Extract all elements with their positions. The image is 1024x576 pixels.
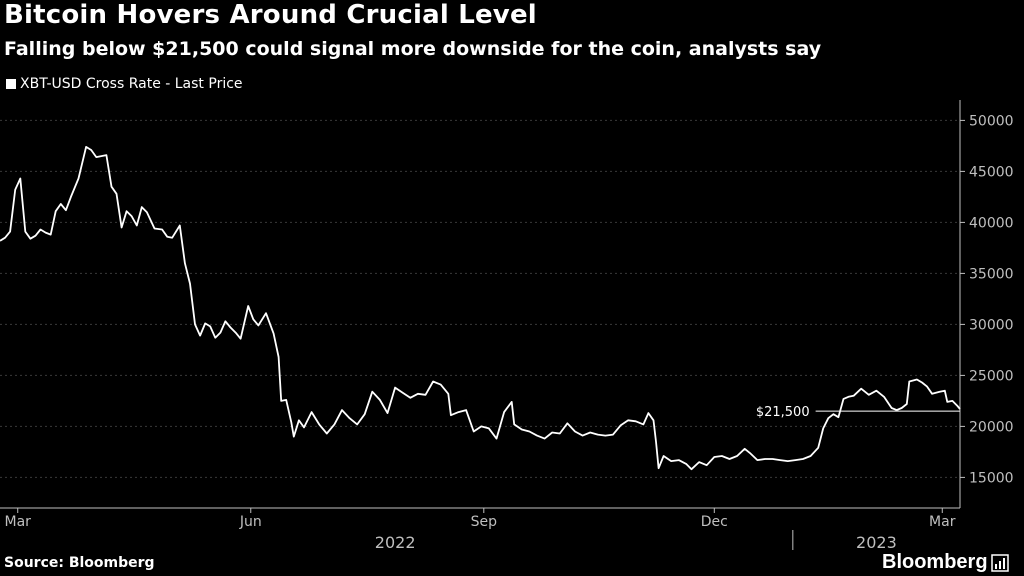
- y-tick-label: 15000: [969, 470, 1014, 486]
- bloomberg-logo: Bloomberg: [882, 551, 1009, 574]
- legend-swatch: [6, 79, 16, 89]
- chart-title: Bitcoin Hovers Around Crucial Level: [4, 0, 537, 30]
- source-note: Source: Bloomberg: [4, 555, 155, 571]
- y-tick-label: 50000: [969, 113, 1014, 129]
- price-series-line: [0, 145, 961, 471]
- x-tick-label: Mar: [5, 514, 32, 530]
- legend-label: XBT-USD Cross Rate - Last Price: [20, 76, 243, 92]
- x-tick-label: Mar: [929, 514, 956, 530]
- x-tick-label: Sep: [471, 514, 498, 530]
- year-label: 2023: [856, 533, 897, 552]
- legend: XBT-USD Cross Rate - Last Price: [6, 76, 243, 92]
- reference-line-label: $21,500: [756, 405, 810, 420]
- y-tick-label: 35000: [969, 266, 1014, 282]
- y-tick-label: 40000: [969, 215, 1014, 231]
- brand-name: Bloomberg: [882, 551, 988, 573]
- y-tick-label: 45000: [969, 164, 1014, 180]
- y-tick-label: 30000: [969, 317, 1014, 333]
- chart-subtitle: Falling below $21,500 could signal more …: [4, 38, 822, 60]
- year-label: 2022: [375, 533, 416, 552]
- y-tick-label: 25000: [969, 368, 1014, 384]
- y-tick-label: 20000: [969, 419, 1014, 435]
- x-tick-label: Jun: [239, 514, 262, 530]
- bar-chart-icon: [990, 553, 1009, 572]
- x-tick-label: Dec: [701, 514, 728, 530]
